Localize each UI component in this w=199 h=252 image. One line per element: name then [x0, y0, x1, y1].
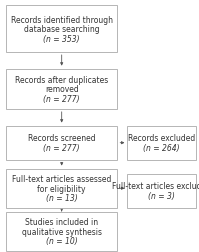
FancyBboxPatch shape — [6, 126, 117, 160]
Text: Studies included in: Studies included in — [25, 217, 98, 226]
Text: removed: removed — [45, 85, 79, 94]
Text: (n = 264): (n = 264) — [143, 143, 180, 152]
FancyBboxPatch shape — [6, 6, 117, 53]
Text: Records identified through: Records identified through — [11, 16, 113, 24]
Text: database searching: database searching — [24, 25, 100, 34]
Text: (n = 277): (n = 277) — [43, 94, 80, 104]
FancyBboxPatch shape — [6, 212, 117, 251]
Text: (n = 3): (n = 3) — [148, 191, 175, 200]
Text: (n = 277): (n = 277) — [43, 143, 80, 152]
Text: Full-text articles excluded: Full-text articles excluded — [112, 182, 199, 191]
FancyBboxPatch shape — [6, 169, 117, 208]
FancyBboxPatch shape — [127, 126, 196, 160]
Text: (n = 13): (n = 13) — [46, 194, 78, 202]
Text: Records screened: Records screened — [28, 134, 96, 143]
Text: (n = 10): (n = 10) — [46, 236, 78, 245]
Text: for eligibility: for eligibility — [37, 184, 86, 193]
Text: Full-text articles assessed: Full-text articles assessed — [12, 174, 111, 183]
Text: (n = 353): (n = 353) — [43, 35, 80, 44]
FancyBboxPatch shape — [127, 174, 196, 208]
Text: qualitative synthesis: qualitative synthesis — [22, 227, 102, 236]
Text: Records after duplicates: Records after duplicates — [15, 75, 108, 84]
FancyBboxPatch shape — [6, 69, 117, 110]
Text: Records excluded: Records excluded — [128, 134, 195, 143]
